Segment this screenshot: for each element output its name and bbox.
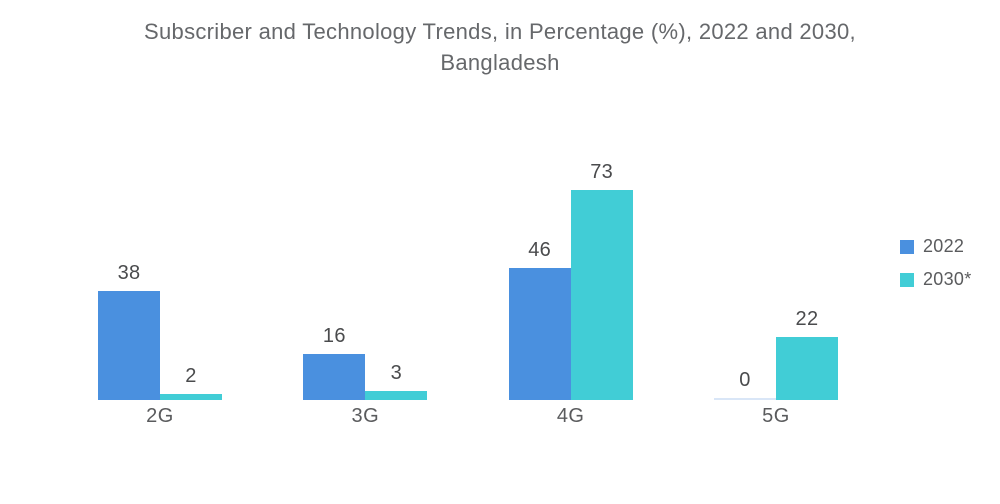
bar-col-2022-4g: 46 [508, 238, 571, 400]
legend-swatch-icon [900, 272, 914, 287]
legend: 2022 2030* [900, 236, 972, 290]
chart-title-line2: Bangladesh [440, 50, 560, 75]
bar-value-label-2022-3g: 16 [322, 324, 346, 347]
bar-col-2030-5g: 22 [775, 307, 838, 400]
bar-2022-4g [508, 267, 571, 400]
bar-value-label-2030-2g: 2 [185, 365, 197, 388]
bar-col-2022-3g: 16 [303, 324, 366, 400]
bar-group-3g: 16 3 3G [303, 140, 428, 427]
bar-col-2030-2g: 2 [160, 365, 222, 400]
bar-2022-5g [713, 397, 776, 400]
bar-group-2g: 38 2 2G [98, 140, 222, 427]
legend-item-2030: 2030* [900, 269, 972, 290]
bar-col-2030-4g: 73 [570, 160, 633, 400]
category-label-3g: 3G [351, 405, 380, 427]
legend-swatch-icon [900, 239, 914, 254]
bar-2022-3g [303, 353, 366, 400]
legend-label: 2022 [923, 236, 965, 256]
plot-area: 38 2 2G 16 3 3G 46 73 4G 0 22 5G [98, 140, 838, 427]
bar-value-label-2022-5g: 0 [739, 368, 751, 391]
legend-item-2022: 2022 [900, 236, 972, 257]
bar-2030-2g [160, 394, 222, 400]
bar-value-label-2030-5g: 22 [795, 307, 819, 330]
bar-value-label-2022-4g: 46 [528, 238, 552, 261]
category-label-4g: 4G [556, 405, 585, 427]
bar-group-5g: 0 22 5G [713, 140, 838, 427]
bar-col-2022-5g: 0 [713, 368, 776, 400]
chart-title-line1: Subscriber and Technology Trends, in Per… [144, 19, 856, 44]
category-label-5g: 5G [762, 405, 790, 427]
category-label-2g: 2G [146, 405, 174, 427]
bar-col-2030-3g: 3 [365, 362, 428, 400]
chart-title: Subscriber and Technology Trends, in Per… [0, 16, 1000, 78]
bar-group-4g: 46 73 4G [508, 140, 633, 427]
legend-label: 2030* [923, 269, 972, 289]
bar-2030-5g [775, 336, 838, 400]
bar-2030-3g [365, 391, 428, 400]
bar-value-label-2030-4g: 73 [590, 160, 614, 183]
bar-col-2022-2g: 38 [98, 262, 160, 400]
bar-value-label-2030-3g: 3 [390, 362, 403, 385]
bar-value-label-2022-2g: 38 [117, 261, 141, 284]
bar-2022-2g [98, 290, 160, 400]
bar-2030-4g [570, 189, 633, 400]
